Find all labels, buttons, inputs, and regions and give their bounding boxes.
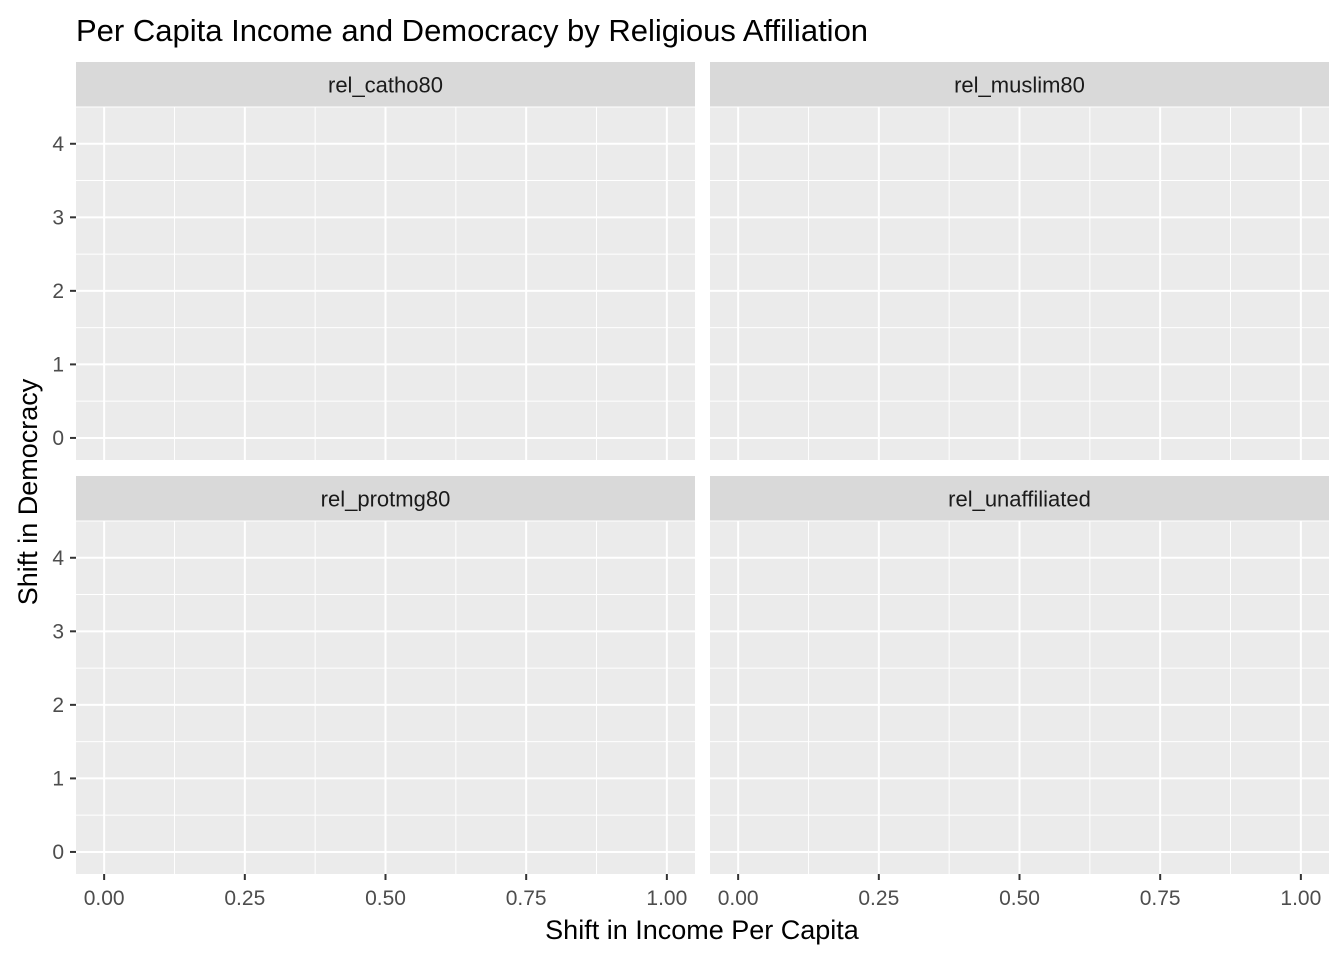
y-tick-label: 3: [52, 620, 64, 643]
chart-title: Per Capita Income and Democracy by Relig…: [76, 13, 868, 48]
y-tick-label: 1: [52, 767, 64, 790]
y-tick-label: 0: [52, 841, 64, 864]
x-tick-label: 0.75: [1140, 887, 1181, 910]
y-tick-label: 3: [52, 206, 64, 229]
x-tick-label: 0.75: [506, 887, 547, 910]
x-axes: 0.00 0.25 0.50 0.75 1.00 0.00 0.25 0.50 0.75 1.00: [84, 874, 1321, 910]
x-tick-label: 0.25: [858, 887, 899, 910]
facet-strip-label: rel_muslim80: [954, 73, 1085, 98]
x-tick-label: 1.00: [1280, 887, 1321, 910]
x-tick-label: 1.00: [646, 887, 687, 910]
facet-strip: [76, 476, 695, 521]
facet-strip-label: rel_unaffiliated: [948, 487, 1091, 512]
y-tick-label: 0: [52, 427, 64, 450]
y-tick-label: 2: [52, 694, 64, 717]
x-tick-label: 0.50: [999, 887, 1040, 910]
facet-rel_unaffiliated: rel_unaffiliated: [710, 476, 1329, 874]
y-tick-label: 2: [52, 280, 64, 303]
facet-panels: rel_catho80 rel_muslim80 rel_protmg80 rel_u…: [76, 62, 1329, 874]
y-tick-label: 4: [52, 547, 64, 570]
y-tick-label: 4: [52, 133, 64, 156]
y-axis-title: Shift in Democracy: [13, 378, 43, 605]
facet-strip: [710, 476, 1329, 521]
facet-rel_catho80: rel_catho80: [76, 62, 695, 460]
x-axis-title: Shift in Income Per Capita: [545, 915, 860, 945]
facet-strip-label: rel_protmg80: [321, 487, 451, 512]
facet-strip-label: rel_catho80: [328, 73, 443, 98]
x-tick-label: 0.00: [718, 887, 759, 910]
facet-strip: [710, 62, 1329, 107]
x-tick-label: 0.50: [365, 887, 406, 910]
y-tick-label: 1: [52, 353, 64, 376]
facet-rel_protmg80: rel_protmg80: [76, 476, 695, 874]
facet-strip: [76, 62, 695, 107]
y-axes: 0 1 2 3 4 0 1 2 3 4: [52, 133, 76, 864]
x-tick-label: 0.25: [224, 887, 265, 910]
x-tick-label: 0.00: [84, 887, 125, 910]
facet-rel_muslim80: rel_muslim80: [710, 62, 1329, 460]
